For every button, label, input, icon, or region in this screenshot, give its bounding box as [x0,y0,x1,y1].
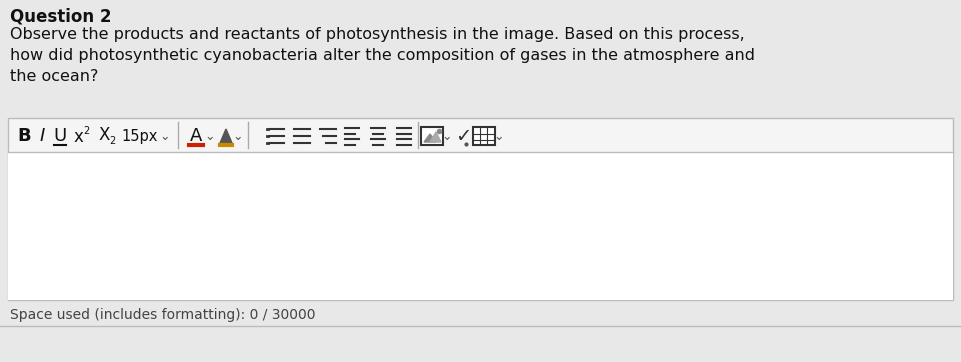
Polygon shape [430,132,441,142]
Text: ⌄: ⌄ [205,130,215,143]
Text: ⌄: ⌄ [160,130,170,143]
Text: X: X [98,126,110,144]
Text: the ocean?: the ocean? [10,69,98,84]
Text: 15px: 15px [122,129,159,143]
Text: A: A [190,127,202,145]
FancyBboxPatch shape [8,152,953,300]
Text: Space used (includes formatting): 0 / 30000: Space used (includes formatting): 0 / 30… [10,308,315,322]
Text: 2: 2 [83,126,89,136]
Text: how did photosynthetic cyanobacteria alter the composition of gases in the atmos: how did photosynthetic cyanobacteria alt… [10,48,755,63]
Text: ✓: ✓ [455,126,471,146]
Text: I: I [39,127,44,145]
Text: B: B [17,127,31,145]
Polygon shape [220,129,232,143]
Text: U: U [54,127,66,145]
Text: Observe the products and reactants of photosynthesis in the image. Based on this: Observe the products and reactants of ph… [10,27,745,42]
FancyBboxPatch shape [421,127,443,145]
Polygon shape [424,134,436,142]
Text: Question 2: Question 2 [10,8,111,26]
FancyBboxPatch shape [473,127,495,145]
FancyBboxPatch shape [8,118,953,300]
Text: ⌄: ⌄ [494,130,505,143]
Text: x: x [73,128,83,146]
Text: ⌄: ⌄ [442,130,453,143]
Text: ⌄: ⌄ [233,130,243,143]
Text: 2: 2 [109,136,115,146]
